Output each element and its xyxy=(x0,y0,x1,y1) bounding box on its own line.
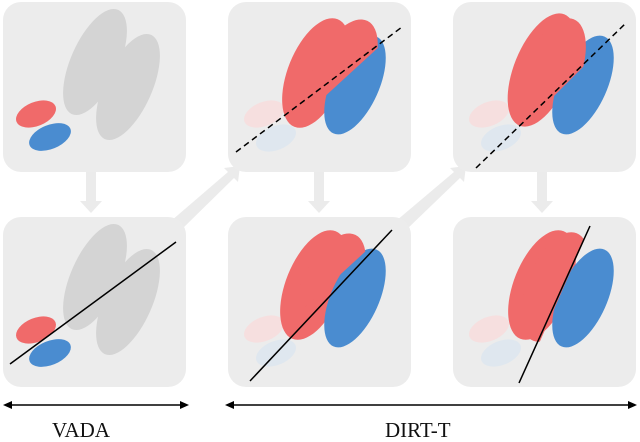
source-red-cluster xyxy=(16,100,56,128)
panel-dirt-result-2 xyxy=(453,217,636,387)
faded-red-cluster xyxy=(244,315,284,343)
panel-dirt-step-1 xyxy=(228,2,411,172)
panel-dirt-step-2 xyxy=(453,2,636,172)
target-cluster-blue xyxy=(324,35,386,135)
decision-boundary xyxy=(518,225,591,384)
target-cluster-right xyxy=(96,249,160,355)
flow-arrows xyxy=(80,166,553,230)
faded-red-cluster xyxy=(469,315,509,343)
decision-boundary-dashed xyxy=(235,26,403,153)
dirt-t-label: DIRT-T xyxy=(385,418,451,442)
target-cluster-blue xyxy=(552,248,614,348)
source-blue-cluster xyxy=(29,339,71,367)
decision-boundary xyxy=(249,229,393,382)
dirt-t-range-arrow xyxy=(225,401,637,409)
faded-blue-cluster xyxy=(481,339,521,367)
vada-label: VADA xyxy=(52,418,110,442)
arrow-down-3 xyxy=(531,172,553,213)
target-cluster-blue xyxy=(552,35,614,135)
target-cluster-left xyxy=(63,9,127,115)
arrow-down-2 xyxy=(308,172,330,213)
faded-blue-cluster xyxy=(481,124,521,152)
decision-boundary-dashed xyxy=(475,23,626,169)
vada-range-arrow xyxy=(3,401,189,409)
faded-blue-cluster xyxy=(256,124,296,152)
faded-red-cluster xyxy=(469,100,509,128)
faded-red-cluster xyxy=(244,100,284,128)
target-cluster-left xyxy=(63,224,127,330)
panel-vada-result xyxy=(3,217,186,387)
arrow-diagonal-2 xyxy=(396,166,466,230)
target-cluster-blue xyxy=(324,248,386,348)
arrow-down-1 xyxy=(80,172,102,213)
panel-dirt-result-1 xyxy=(228,217,411,387)
decision-boundary xyxy=(9,241,177,365)
source-blue-cluster xyxy=(29,123,71,151)
target-cluster-right xyxy=(96,34,160,140)
panel-initial xyxy=(3,2,186,172)
arrow-diagonal-1 xyxy=(171,166,240,230)
